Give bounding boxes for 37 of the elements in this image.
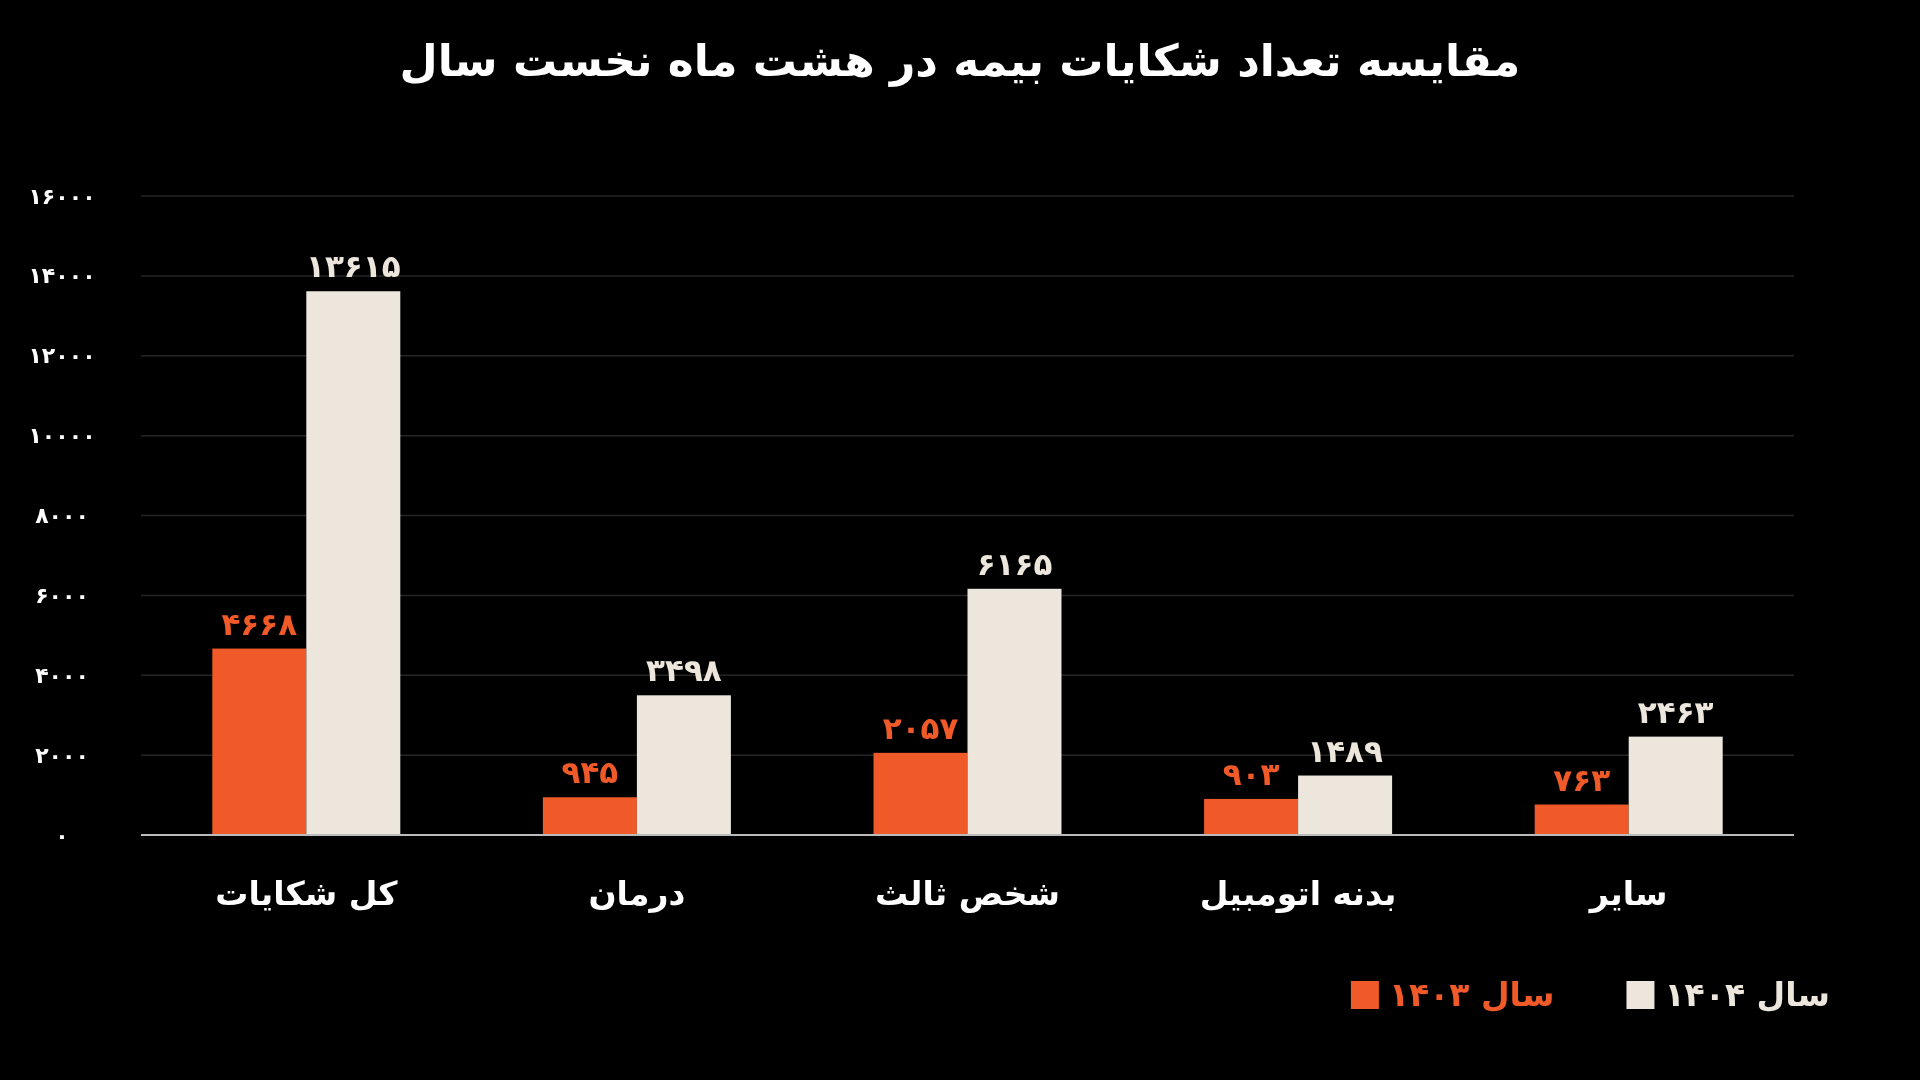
y-tick-label: ۲۰۰۰ bbox=[35, 742, 89, 768]
x-tick-label: سایر bbox=[1587, 874, 1668, 914]
y-tick-label: ۱۶۰۰۰ bbox=[28, 183, 96, 209]
y-tick-label: ۱۲۰۰۰ bbox=[28, 343, 96, 369]
data-label: ۹۰۳ bbox=[1222, 755, 1280, 792]
x-tick-label: بدنه اتومبیل bbox=[1199, 874, 1397, 914]
bar bbox=[542, 797, 637, 835]
y-tick-label: ۴۰۰۰ bbox=[35, 662, 89, 688]
y-tick-label: ۱۴۰۰۰ bbox=[28, 263, 96, 289]
bar bbox=[1298, 775, 1393, 835]
bar bbox=[212, 648, 307, 835]
bar bbox=[873, 752, 968, 835]
bar bbox=[1534, 804, 1629, 835]
data-label: ۱۴۸۹ bbox=[1307, 732, 1384, 769]
data-label: ۱۳۶۱۵ bbox=[306, 248, 401, 285]
bar bbox=[1204, 798, 1299, 835]
x-tick-label: شخص ثالث bbox=[875, 874, 1060, 913]
data-label: ۲۴۶۳ bbox=[1637, 693, 1714, 730]
data-label: ۳۴۹۸ bbox=[646, 652, 722, 689]
x-tick-label: کل شکایات bbox=[215, 874, 399, 913]
legend-label: سال ۱۴۰۳ bbox=[1388, 975, 1555, 1014]
data-label: ۴۶۶۸ bbox=[221, 605, 298, 642]
data-label: ۲۰۵۷ bbox=[882, 709, 959, 746]
bar bbox=[636, 695, 731, 835]
data-label: ۷۶۳ bbox=[1553, 761, 1611, 798]
y-tick-label: ۰ bbox=[55, 822, 69, 848]
legend-label: سال ۱۴۰۴ bbox=[1664, 975, 1830, 1014]
bar bbox=[967, 588, 1062, 835]
bar bbox=[306, 291, 401, 835]
x-tick-label: درمان bbox=[588, 874, 686, 913]
data-label: ۹۴۵ bbox=[561, 754, 619, 791]
chart-title: مقایسه تعداد شکایات بیمه در هشت ماه نخست سال bbox=[399, 35, 1521, 87]
y-tick-label: ۱۰۰۰۰ bbox=[28, 423, 96, 449]
y-tick-label: ۶۰۰۰ bbox=[35, 582, 89, 608]
bar bbox=[1628, 736, 1723, 835]
data-label: ۶۱۶۵ bbox=[976, 545, 1053, 582]
y-tick-label: ۸۰۰۰ bbox=[35, 503, 89, 528]
